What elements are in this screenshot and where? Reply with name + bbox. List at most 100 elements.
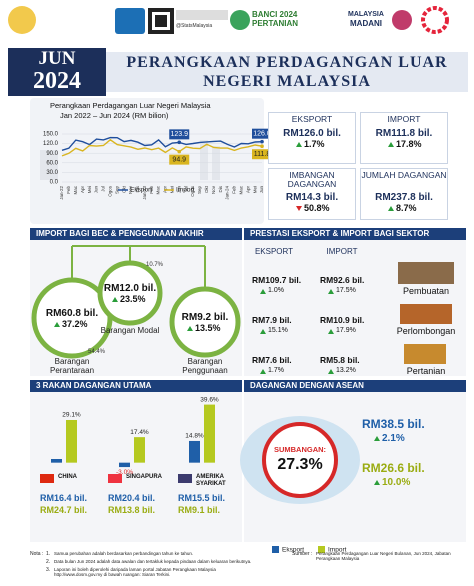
up-arrow: [328, 329, 334, 334]
x-tick-label: Okt: [121, 185, 126, 193]
series-line: [61, 136, 263, 151]
madani-logo: [392, 10, 412, 30]
x-tick-label: Jun: [259, 186, 264, 194]
data-label: 126.0: [253, 131, 271, 138]
data-label: 123.9: [170, 131, 188, 138]
flag-singapore: [108, 474, 122, 483]
tree-connector: [71, 245, 206, 289]
up-arrow: [54, 322, 60, 327]
summary-box: [360, 112, 448, 164]
sector-name: Perlombongan: [396, 326, 456, 336]
legend-label: Import: [328, 547, 347, 554]
x-tick-label: Feb: [149, 186, 154, 194]
summary-box: [268, 112, 356, 164]
x-tick-label: Okt: [204, 185, 209, 193]
export-value: RM16.4 bil.: [40, 493, 88, 503]
up-arrow: [374, 480, 380, 485]
note-number: 2.: [46, 559, 51, 565]
x-tick-label: Mac: [73, 185, 78, 194]
bec-change: 23.5%: [120, 294, 146, 304]
asean-import-change: 10.0%: [382, 477, 411, 488]
summary-label: IMPORT: [387, 114, 421, 124]
bar: [134, 437, 145, 463]
x-tick-label: Nov: [211, 185, 216, 194]
section-header: DAGANGAN DENGAN ASEAN: [244, 380, 466, 392]
note-number: 1.: [46, 551, 51, 557]
bec-share: 54.4%: [88, 349, 106, 355]
skyline: [200, 140, 208, 180]
x-tick-label: Mei: [87, 186, 92, 193]
point: [177, 149, 182, 154]
x-tick-label: Sep: [114, 186, 119, 195]
bec-circle: [97, 260, 163, 326]
bar: [119, 462, 130, 468]
y-tick-label: 60.0: [46, 160, 58, 166]
x-tick-label: Mac: [156, 185, 161, 194]
x-tick-label: Jan-22: [59, 186, 64, 200]
col-header: EKSPORT: [254, 247, 294, 256]
source-text: Perangkaan Perdagangan Luar Negeri Bulan…: [316, 551, 451, 561]
x-tick-label: Jan-24: [225, 186, 230, 200]
bec-value: RM60.8 bil.: [45, 308, 99, 319]
bar: [204, 404, 215, 463]
social-icons: [176, 10, 228, 20]
sector-name: Pembuatan: [402, 286, 450, 296]
data-label: 14.8%: [185, 433, 204, 440]
export-value: RM15.5 bil.: [178, 493, 226, 503]
qr-code-core: [155, 15, 167, 27]
madani-title: MADANI: [350, 19, 382, 28]
legend-label: Eksport: [282, 547, 304, 554]
census-title: BANCI 2024: [252, 10, 298, 19]
y-tick-label: 150.0: [43, 132, 59, 138]
note-text: Samua perubahan adalah berdasarkan perba…: [54, 551, 194, 556]
x-tick-label: Sep: [197, 186, 202, 195]
sector-name: Pertanian: [406, 366, 446, 376]
section-header: IMPORT BAGI BEC & PENGGUNAAN AKHIR: [30, 228, 242, 240]
up-arrow: [388, 206, 394, 211]
handle: @StatsMalaysia: [176, 23, 213, 29]
bec-change: 37.2%: [62, 319, 88, 329]
up-arrow: [374, 436, 380, 441]
flag-usa: [178, 474, 192, 483]
x-tick-label: Ogos: [190, 185, 195, 197]
title: PERANGKAAN PERDAGANGAN LUAR: [126, 54, 448, 71]
chart-title: Perangkaan Perdagangan Luar Negeri Malay…: [50, 101, 211, 110]
export-change: 1.0%: [268, 287, 284, 294]
factory-icon: [398, 262, 454, 284]
import-value: RM5.8 bil.: [320, 355, 360, 365]
x-tick-label: Apr: [245, 186, 250, 194]
summary-value: RM14.3 bil.: [285, 192, 339, 203]
import-value: RM9.1 bil.: [178, 505, 221, 515]
title: NEGERI MALAYSIA: [203, 73, 371, 90]
x-tick-label: Mei: [252, 186, 257, 193]
summary-box: [268, 168, 356, 220]
x-tick-label: Ogos: [107, 185, 112, 197]
x-tick-label: Jul: [101, 186, 106, 192]
chart-subtitle: Jan 2022 – Jun 2024 (RM bilion): [60, 111, 169, 120]
summary-label: EKSPORT: [291, 114, 333, 124]
import-value: RM13.8 bil.: [108, 505, 156, 515]
up-arrow: [296, 142, 302, 147]
bec-value: RM12.0 bil.: [103, 283, 157, 294]
contribution-ring: [262, 422, 338, 498]
summary-change: 8.7%: [396, 203, 417, 213]
x-tick-label: Jan-23: [142, 186, 147, 200]
legend-label: Eksport: [130, 187, 152, 194]
census-logo: [230, 10, 250, 30]
col-header: IMPORT: [326, 247, 358, 256]
up-arrow: [260, 289, 266, 294]
asean-import: RM26.6 bil.: [362, 461, 425, 475]
down-arrow: [296, 206, 302, 211]
import-change: 17.9%: [336, 327, 356, 334]
madani-title: MALAYSIA: [348, 11, 384, 18]
import-value: RM92.6 bil.: [320, 275, 365, 285]
note-number: 3.: [46, 567, 51, 573]
section-header: 3 RAKAN DAGANGAN UTAMA: [30, 380, 242, 392]
up-arrow: [112, 297, 118, 302]
bec-name: Barangan Modal: [100, 326, 160, 335]
notes-label: Nota :: [30, 551, 44, 557]
bec-name: Barangan Perantaraan: [49, 357, 95, 375]
bec-name: Barangan Penggunaan: [182, 357, 228, 375]
